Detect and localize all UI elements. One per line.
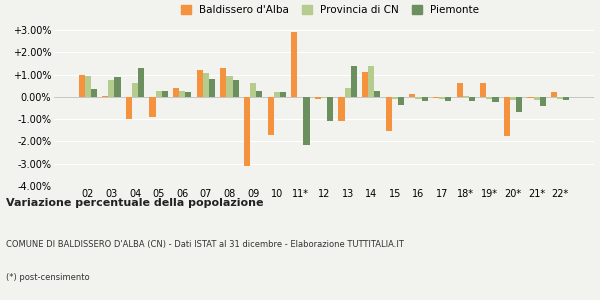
Bar xyxy=(344,88,350,97)
Bar xyxy=(115,77,121,97)
Bar xyxy=(85,76,91,97)
Bar xyxy=(422,97,428,101)
Bar xyxy=(102,96,109,97)
Bar xyxy=(274,92,280,97)
Bar xyxy=(368,66,374,97)
Bar xyxy=(504,97,510,136)
Text: (*) post-censimento: (*) post-censimento xyxy=(6,273,89,282)
Bar xyxy=(304,97,310,145)
Bar xyxy=(350,66,357,97)
Bar xyxy=(439,97,445,99)
Bar xyxy=(268,97,274,135)
Bar xyxy=(374,91,380,97)
Bar xyxy=(149,97,155,117)
Bar xyxy=(155,91,162,97)
Text: COMUNE DI BALDISSERO D'ALBA (CN) - Dati ISTAT al 31 dicembre - Elaborazione TUTT: COMUNE DI BALDISSERO D'ALBA (CN) - Dati … xyxy=(6,240,404,249)
Bar xyxy=(109,80,115,97)
Bar xyxy=(445,97,451,101)
Bar xyxy=(533,97,539,100)
Bar xyxy=(516,97,522,112)
Bar xyxy=(321,97,327,98)
Bar xyxy=(250,83,256,97)
Bar xyxy=(433,97,439,98)
Bar xyxy=(362,72,368,97)
Bar xyxy=(203,74,209,97)
Bar xyxy=(409,94,415,97)
Bar xyxy=(179,91,185,97)
Bar xyxy=(220,68,226,97)
Bar xyxy=(226,76,233,97)
Bar xyxy=(386,97,392,131)
Bar xyxy=(185,92,191,97)
Bar xyxy=(291,32,298,97)
Bar xyxy=(132,83,138,97)
Bar xyxy=(398,97,404,105)
Bar xyxy=(510,97,516,100)
Bar xyxy=(173,88,179,97)
Text: Variazione percentuale della popolazione: Variazione percentuale della popolazione xyxy=(6,198,263,208)
Bar xyxy=(197,70,203,97)
Bar xyxy=(315,97,321,99)
Bar xyxy=(415,97,422,99)
Bar xyxy=(392,97,398,99)
Bar xyxy=(493,97,499,102)
Bar xyxy=(469,97,475,101)
Bar xyxy=(162,91,168,97)
Bar xyxy=(539,97,546,106)
Bar xyxy=(480,83,486,97)
Bar xyxy=(79,75,85,97)
Bar xyxy=(126,97,132,119)
Bar xyxy=(138,68,144,97)
Legend: Baldissero d'Alba, Provincia di CN, Piemonte: Baldissero d'Alba, Provincia di CN, Piem… xyxy=(181,5,479,15)
Bar xyxy=(463,96,469,97)
Bar xyxy=(486,97,493,99)
Bar xyxy=(527,97,533,98)
Bar xyxy=(280,92,286,97)
Bar xyxy=(551,92,557,97)
Bar xyxy=(91,89,97,97)
Bar xyxy=(563,97,569,100)
Bar xyxy=(256,91,262,97)
Bar xyxy=(209,79,215,97)
Bar xyxy=(338,97,344,122)
Bar xyxy=(244,97,250,166)
Bar xyxy=(327,97,333,122)
Bar xyxy=(557,97,563,99)
Bar xyxy=(233,80,239,97)
Bar xyxy=(457,83,463,97)
